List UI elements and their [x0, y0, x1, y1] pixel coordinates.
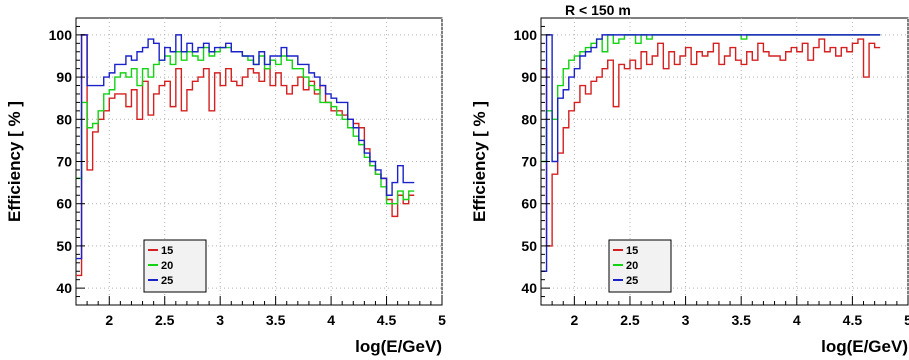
y-tick-label: 80: [521, 111, 537, 127]
y-tick-label: 100: [49, 27, 73, 43]
right-ticks: 2 2.5 3 3.5 4 4.5 5 40 50 60 70 80 90 100: [514, 17, 909, 328]
left-legend-label-15: 15: [161, 245, 173, 257]
left-legend-label-20: 20: [161, 260, 173, 272]
x-tick-label: 4: [793, 312, 801, 328]
left-series-25: [76, 34, 415, 260]
x-tick-label: 4: [327, 312, 335, 328]
x-tick-label: 3: [682, 312, 690, 328]
x-tick-label: 5: [904, 312, 909, 328]
left-x-axis-label: log(E/GeV): [355, 337, 442, 356]
right-series-25: [541, 34, 881, 272]
x-tick-label: 5: [438, 312, 446, 328]
left-series-20: [76, 46, 415, 205]
y-tick-label: 40: [521, 280, 537, 296]
x-tick-label: 2: [105, 312, 113, 328]
y-tick-label: 40: [56, 280, 72, 296]
right-legend-label-20: 20: [626, 260, 638, 272]
right-x-axis-label: log(E/GeV): [821, 337, 908, 356]
left-series-15: [76, 34, 415, 277]
y-tick-label: 50: [521, 238, 537, 254]
left-legend-label-25: 25: [161, 275, 173, 287]
x-tick-label: 3: [216, 312, 224, 328]
y-tick-label: 90: [56, 69, 72, 85]
right-y-axis-label: Efficiency [ % ]: [470, 101, 489, 222]
x-tick-label: 2.5: [155, 312, 175, 328]
x-tick-label: 4.5: [377, 312, 397, 328]
y-tick-label: 50: [56, 238, 72, 254]
x-tick-label: 4.5: [843, 312, 863, 328]
y-tick-label: 60: [521, 196, 537, 212]
right-series-group: [541, 34, 881, 272]
right-chart-panel: R < 150 m 2 2.5 3 3.5 4 4.5 5 40 50 60 70 80 90 100 l…: [470, 2, 909, 356]
x-tick-label: 3.5: [266, 312, 286, 328]
left-y-axis-label: Efficiency [ % ]: [5, 101, 24, 222]
y-tick-label: 60: [56, 196, 72, 212]
x-tick-label: 3.5: [731, 312, 751, 328]
x-tick-label: 2.5: [620, 312, 640, 328]
right-series-20: [541, 34, 881, 163]
right-legend: 15 20 25: [608, 239, 672, 293]
y-tick-label: 100: [514, 27, 538, 43]
right-legend-label-25: 25: [626, 275, 638, 287]
right-annotation: R < 150 m: [565, 2, 631, 18]
left-series-group: [76, 34, 415, 277]
x-tick-label: 2: [570, 312, 578, 328]
y-tick-label: 70: [56, 154, 72, 170]
left-legend: 15 20 25: [143, 239, 207, 293]
right-series-15: [541, 38, 881, 247]
y-tick-label: 80: [56, 111, 72, 127]
y-tick-label: 90: [521, 69, 537, 85]
right-legend-label-15: 15: [626, 245, 638, 257]
y-tick-label: 70: [521, 154, 537, 170]
left-ticks: 2 2.5 3 3.5 4 4.5 5 40 50 60 70 80 90 100: [49, 17, 446, 328]
